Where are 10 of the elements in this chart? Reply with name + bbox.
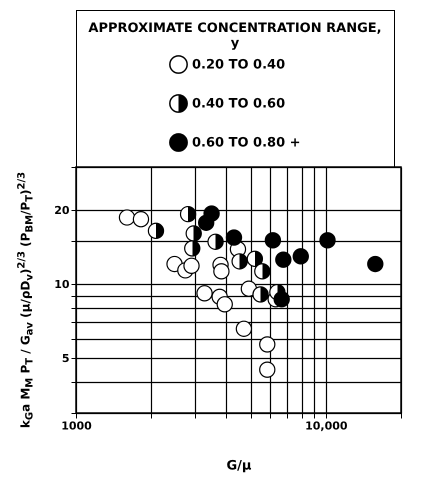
legend-label: 0.20 TO 0.40 [192,58,286,72]
x-tick-label: 1000 [61,420,92,432]
legend-title: APPROXIMATE CONCENTRATION RANGE, y [88,21,382,51]
y-tick-label: 5 [62,352,70,365]
legend-label: 0.60 TO 0.80 + [192,136,301,150]
y-tick-label: 20 [54,204,70,217]
x-tick-label: 10,000 [305,420,348,432]
legend-label: 0.40 TO 0.60 [192,96,286,112]
y-tick-label: 10 [54,278,70,291]
x-axis-title: G/μ [226,458,252,474]
